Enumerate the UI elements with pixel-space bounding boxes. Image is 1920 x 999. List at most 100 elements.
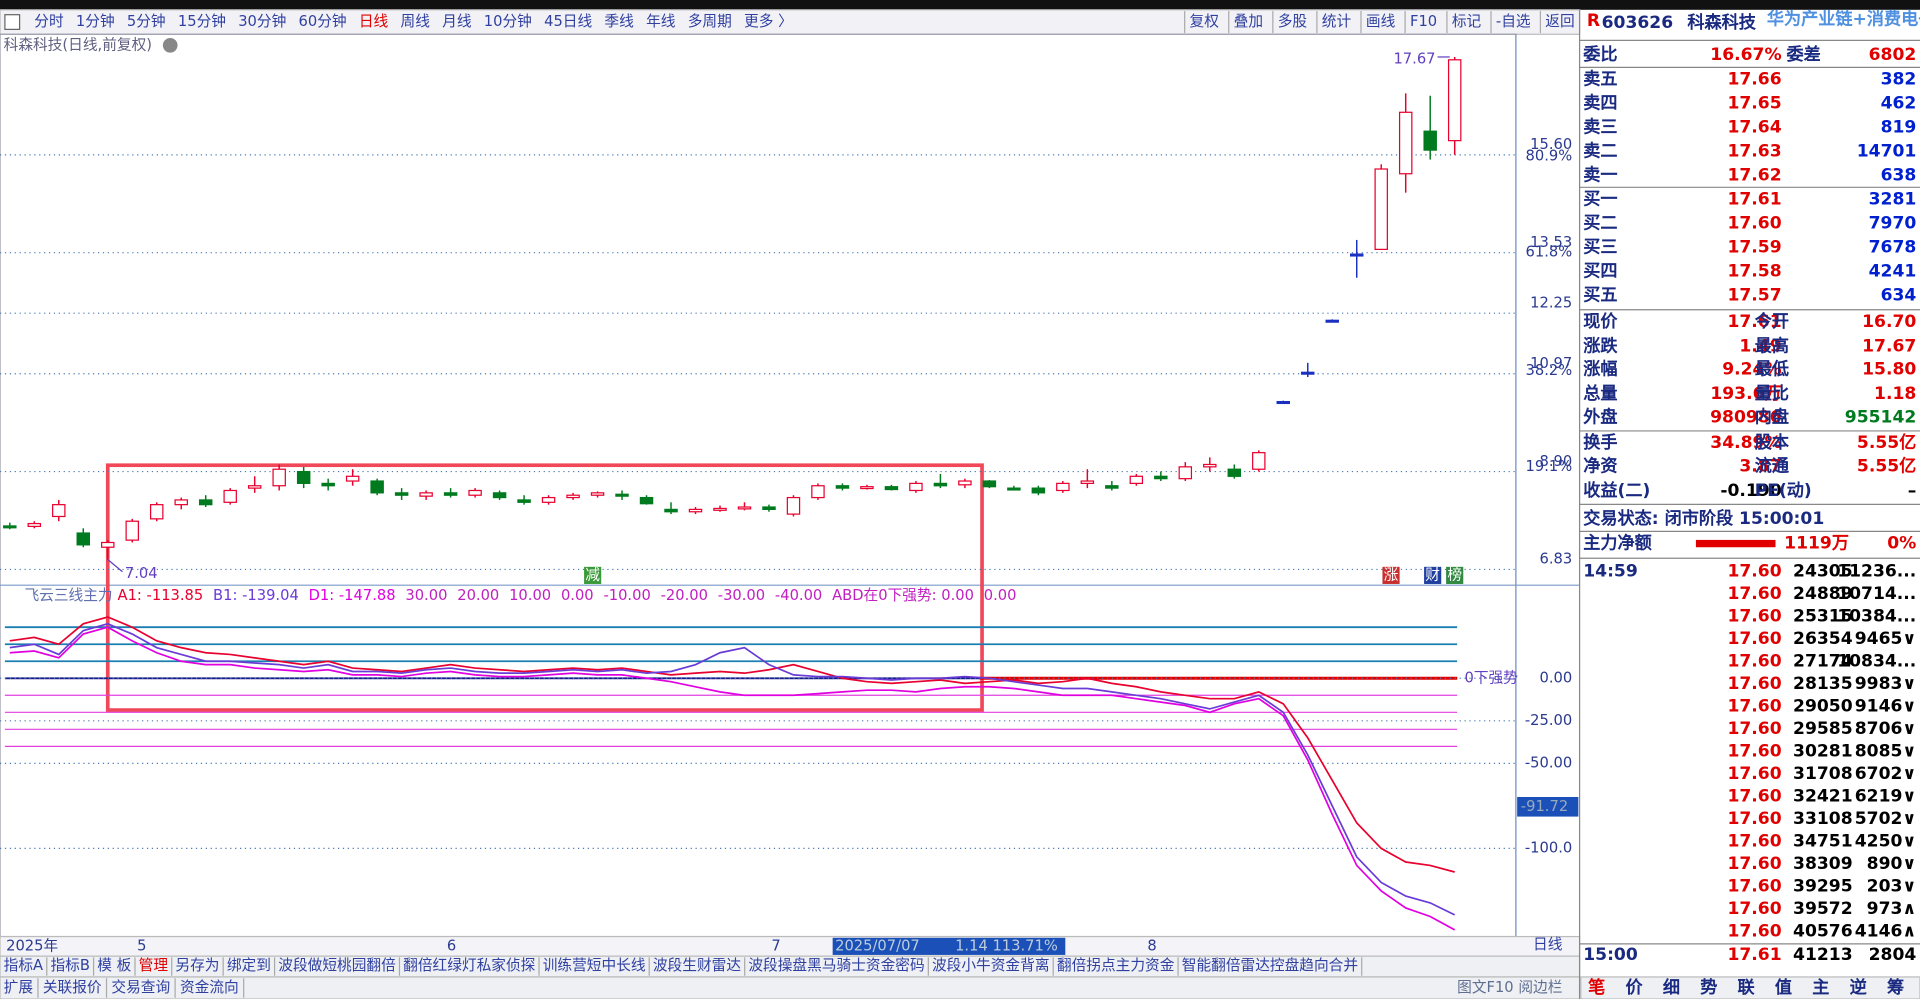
ind-header: 飞云三线主力 — [24, 587, 112, 604]
period-tab[interactable]: 月线 — [442, 13, 472, 30]
price-tick-label: 6.83 — [1540, 551, 1573, 568]
indicator-tab[interactable]: 管理 — [139, 957, 169, 974]
panel-tab[interactable]: 筹 — [1887, 977, 1904, 998]
quote-text: 890∨ — [1867, 854, 1917, 874]
indicator-tab[interactable]: 训练营短中长线 — [543, 957, 646, 974]
indicator-tab[interactable]: 翻倍红绿灯私家侦探 — [403, 957, 536, 974]
event-marker[interactable]: 减 — [585, 566, 600, 583]
quote-text: 17.65 — [1727, 94, 1781, 114]
quote-text: 7970 — [1869, 214, 1917, 234]
quote-text: 量比 — [1755, 383, 1789, 404]
date-axis — [0, 935, 1581, 957]
panel-tab[interactable]: 逆 — [1850, 977, 1868, 998]
panel-tab[interactable]: 值 — [1775, 977, 1792, 998]
quote-text: 14701 — [1857, 142, 1917, 162]
quote-text: 7678 — [1869, 238, 1917, 258]
panel-tab[interactable]: 笔 — [1588, 977, 1605, 998]
candle-body — [296, 470, 311, 485]
period-tab[interactable]: 15分钟 — [178, 13, 226, 30]
tool-button[interactable]: 统计 — [1322, 13, 1352, 30]
title-menu[interactable] — [162, 37, 178, 53]
quote-text: 17.60 — [1727, 809, 1781, 829]
tool-button[interactable]: 多股 — [1278, 13, 1308, 30]
candle-body — [639, 496, 654, 505]
right-tab[interactable]: 阅边栏 — [1518, 979, 1562, 996]
quote-text: 17.60 — [1727, 629, 1781, 649]
tool-button[interactable]: 复权 — [1190, 12, 1220, 30]
period-tab[interactable]: 更多 〉 — [744, 13, 793, 30]
event-marker[interactable]: 财 — [1425, 566, 1440, 583]
indicator-tab[interactable]: 波段操盘黑马骑士资金密码 — [748, 956, 924, 974]
period-tab[interactable]: 10分钟 — [484, 13, 532, 30]
period-tab[interactable]: 多周期 — [688, 13, 732, 30]
quote-text: 17.60 — [1727, 922, 1781, 942]
quote-text: 17.64 — [1727, 118, 1781, 138]
candle-body — [272, 468, 286, 487]
period-tab[interactable]: 周线 — [401, 13, 431, 30]
indicator-tab[interactable]: 智能翻倍雷达控盘趋向合并 — [1182, 956, 1358, 974]
bottom-tab[interactable]: 扩展 — [4, 979, 34, 996]
candle-body — [1398, 111, 1413, 175]
panel-tab[interactable]: 主 — [1812, 977, 1829, 998]
quote-text: 24305 — [1793, 562, 1853, 582]
period-tab[interactable]: 季线 — [604, 13, 634, 30]
indicator-tab[interactable]: 指标B — [50, 957, 89, 974]
quote-text: 最高 — [1755, 335, 1789, 356]
quote-text: 17.62 — [1727, 166, 1781, 186]
candle-body — [345, 475, 360, 482]
quote-text: 买四 — [1583, 262, 1617, 282]
indicator-tab[interactable]: 绑定到 — [227, 957, 271, 974]
period-tab[interactable]: 日线 — [359, 13, 389, 30]
quote-text: 收益(二) — [1583, 480, 1650, 501]
quote-text: 10714... — [1837, 584, 1916, 604]
indicator-tab[interactable]: 另存为 — [175, 957, 219, 974]
chart-title: 科森科技(日线,前复权) — [4, 35, 152, 53]
period-tab[interactable]: 年线 — [646, 13, 676, 30]
quote-text: 16.67% — [1710, 45, 1781, 65]
indicator-tab[interactable]: 翻倍拐点主力资金 — [1057, 957, 1175, 974]
quote-text: 193.6万 — [1710, 384, 1781, 404]
period-tab[interactable]: 30分钟 — [238, 13, 286, 30]
quote-text: – — [1908, 481, 1917, 501]
tool-button[interactable]: 画线 — [1366, 13, 1396, 30]
bottom-tab[interactable]: 资金流向 — [180, 979, 239, 996]
panel-tab[interactable]: 势 — [1700, 977, 1717, 998]
candle-body — [1350, 253, 1364, 257]
period-tab[interactable]: 60分钟 — [299, 13, 347, 30]
quote-text: 华为产业链+消费电子 — [1767, 9, 1920, 30]
panel-tab[interactable]: 价 — [1626, 978, 1644, 998]
right-tab[interactable]: 图文F10 — [1457, 979, 1514, 996]
candle-body — [615, 493, 629, 497]
panel-tab[interactable]: 联 — [1738, 978, 1756, 998]
tool-button[interactable]: 标记 — [1452, 13, 1482, 30]
indicator-tab[interactable]: 模 板 — [97, 956, 131, 974]
event-marker[interactable]: 榜 — [1447, 566, 1462, 583]
period-tab[interactable]: 45日线 — [544, 13, 592, 30]
highlight-box — [105, 463, 984, 712]
quote-text: 内盘 — [1755, 406, 1789, 427]
indicator-tab[interactable]: 波段小牛资金背离 — [932, 957, 1050, 974]
date-label: 6 — [447, 937, 456, 954]
quote-text: 28135 — [1793, 674, 1853, 694]
indicator-tab[interactable]: 波段做短桃园翻倍 — [278, 957, 396, 974]
candle-body — [419, 492, 433, 497]
quote-text: 4146∧ — [1855, 922, 1917, 942]
period-tab[interactable]: 1分钟 — [76, 13, 115, 30]
indicator-tab[interactable]: 波段生财雷达 — [653, 957, 741, 974]
candle-body — [1301, 371, 1315, 375]
indicator-tab[interactable]: 指标A — [4, 957, 43, 974]
tool-button[interactable]: -自选 — [1496, 13, 1531, 30]
high-label: 17.67 — [1393, 50, 1435, 67]
period-tab[interactable]: 分时 — [34, 13, 64, 30]
quote-text: 最低 — [1755, 359, 1789, 380]
tool-button[interactable]: F10 — [1410, 13, 1437, 30]
tool-button[interactable]: 叠加 — [1234, 13, 1263, 30]
candle-body — [1447, 59, 1462, 142]
ind-header: -20.00 — [661, 587, 708, 604]
tool-button[interactable]: 返回 — [1545, 13, 1574, 30]
bottom-tab[interactable]: 交易查询 — [111, 978, 170, 996]
panel-tab[interactable]: 细 — [1663, 977, 1680, 998]
event-marker[interactable]: 涨 — [1384, 566, 1399, 583]
period-tab[interactable]: 5分钟 — [127, 13, 166, 30]
bottom-tab[interactable]: 关联报价 — [43, 979, 102, 996]
